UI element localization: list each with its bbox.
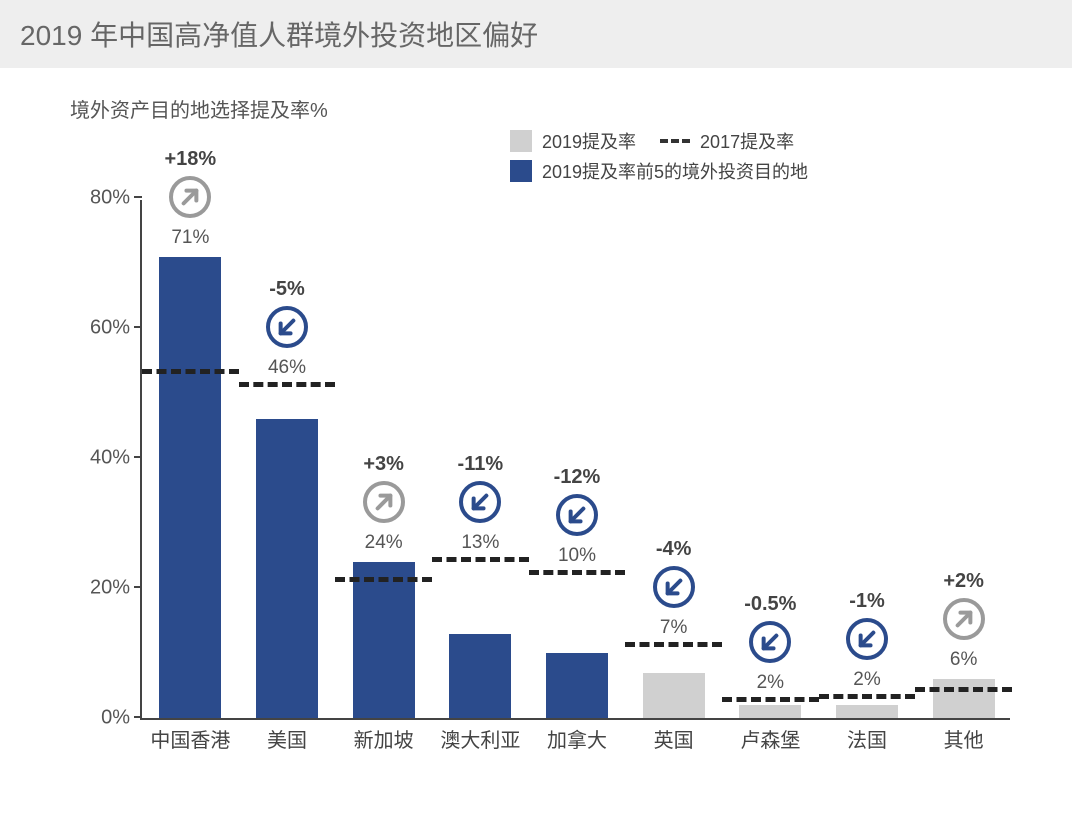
legend-label-top5: 2019提及率前5的境外投资目的地 (542, 158, 808, 184)
change-label: +18% (142, 148, 239, 171)
ytick-mark (134, 586, 142, 588)
arrow-up-icon (942, 597, 986, 641)
change-label: +3% (335, 453, 432, 476)
ytick-label: 40% (60, 447, 130, 470)
x-category-label: 加拿大 (529, 718, 626, 753)
ytick-mark (134, 326, 142, 328)
arrow-down-icon (845, 617, 889, 661)
arrow-up-icon (168, 175, 212, 219)
legend-label-2019: 2019提及率 (542, 128, 636, 154)
bar-value-label: 13% (432, 532, 529, 554)
legend-swatch-top5 (510, 160, 532, 182)
bar (256, 419, 318, 718)
arrow-down-icon (458, 480, 502, 524)
x-category-label: 澳大利亚 (432, 718, 529, 753)
change-label: -12% (529, 466, 626, 489)
x-category-label: 中国香港 (142, 718, 239, 753)
dash-2017 (625, 642, 722, 647)
change-label: -11% (432, 453, 529, 476)
change-label: +2% (915, 570, 1012, 593)
dash-2017 (722, 697, 819, 702)
bar (739, 705, 801, 718)
arrow-down-icon (748, 620, 792, 664)
legend-label-2017: 2017提及率 (700, 128, 794, 154)
ytick-label: 0% (60, 707, 130, 730)
ytick-label: 60% (60, 317, 130, 340)
dash-2017 (819, 694, 916, 699)
bar (836, 705, 898, 718)
dash-2017 (915, 687, 1012, 692)
bar-value-label: 2% (722, 672, 819, 694)
arrow-up-icon (362, 480, 406, 524)
dash-2017 (335, 577, 432, 582)
dash-2017 (529, 570, 626, 575)
bar-value-label: 46% (239, 357, 336, 379)
arrow-down-icon (265, 305, 309, 349)
legend: 2019提及率 2017提及率 2019提及率前5的境外投资目的地 (510, 128, 808, 188)
change-label: -0.5% (722, 593, 819, 616)
bar (643, 673, 705, 719)
x-category-label: 其他 (915, 718, 1012, 753)
bar-value-label: 71% (142, 227, 239, 249)
x-category-label: 英国 (625, 718, 722, 753)
x-category-label: 法国 (819, 718, 916, 753)
page-title: 2019 年中国高净值人群境外投资地区偏好 (0, 0, 1072, 68)
chart: 0%20%40%60%80%71% +18%中国香港46% -5%美国24% +… (70, 200, 1030, 760)
ytick-label: 80% (60, 187, 130, 210)
bar-value-label: 7% (625, 617, 722, 639)
x-category-label: 卢森堡 (722, 718, 819, 753)
legend-swatch-2019 (510, 130, 532, 152)
arrow-down-icon (652, 565, 696, 609)
ytick-label: 20% (60, 577, 130, 600)
arrow-down-icon (555, 493, 599, 537)
ytick-mark (134, 196, 142, 198)
dash-2017 (239, 382, 336, 387)
plot-area: 0%20%40%60%80%71% +18%中国香港46% -5%美国24% +… (140, 200, 1010, 720)
change-label: -1% (819, 590, 916, 613)
bar-value-label: 10% (529, 545, 626, 567)
x-category-label: 新加坡 (335, 718, 432, 753)
ytick-mark (134, 716, 142, 718)
dash-2017 (142, 369, 239, 374)
bar (933, 679, 995, 718)
change-label: -4% (625, 538, 722, 561)
legend-dash-2017 (660, 139, 690, 143)
dash-2017 (432, 557, 529, 562)
x-category-label: 美国 (239, 718, 336, 753)
bar-value-label: 24% (335, 532, 432, 554)
bar (353, 562, 415, 718)
bar (449, 634, 511, 719)
chart-subtitle: 境外资产目的地选择提及率% (70, 94, 1072, 123)
change-label: -5% (239, 278, 336, 301)
bar-value-label: 2% (819, 669, 916, 691)
bar-value-label: 6% (915, 649, 1012, 671)
ytick-mark (134, 456, 142, 458)
bar (546, 653, 608, 718)
bar (159, 257, 221, 719)
